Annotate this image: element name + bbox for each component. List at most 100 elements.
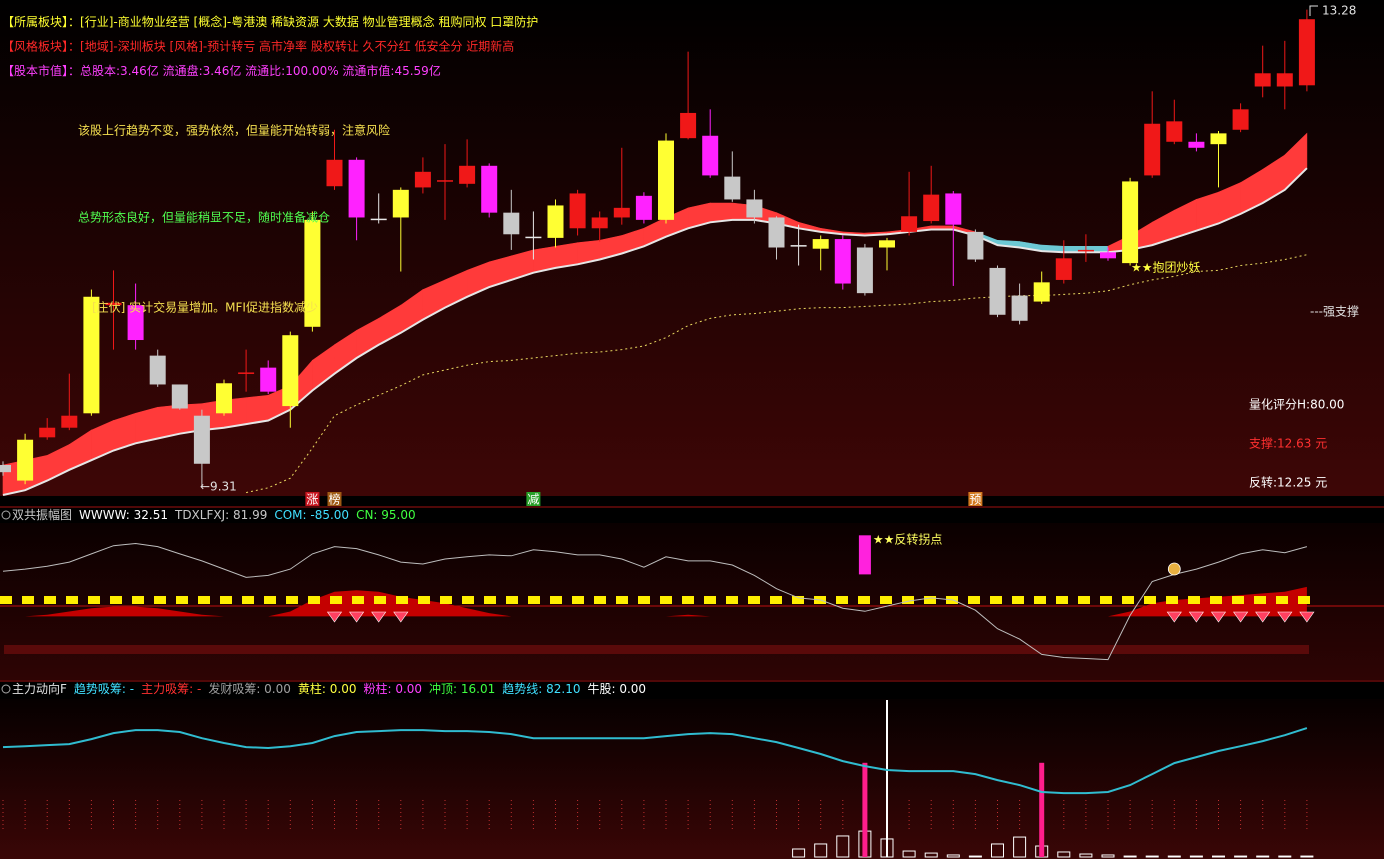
high-marker bbox=[1309, 5, 1318, 16]
base-strip bbox=[4, 645, 1309, 654]
candle-body bbox=[658, 140, 674, 220]
candle-body bbox=[1166, 121, 1183, 142]
pane-icon bbox=[1, 684, 11, 694]
volume-bar bbox=[1167, 855, 1181, 858]
candle-body bbox=[724, 176, 741, 200]
header-item: 趋势线: 82.10 bbox=[502, 682, 580, 696]
candle-body bbox=[613, 207, 630, 218]
signal-marker bbox=[968, 492, 983, 506]
volume-bar bbox=[924, 852, 938, 858]
volume-bar bbox=[1101, 854, 1115, 858]
header-item: 主力吸筹: - bbox=[141, 682, 201, 696]
candle-body bbox=[790, 245, 807, 247]
candle-body bbox=[768, 217, 785, 248]
candle-body bbox=[61, 415, 78, 428]
info-label: 【股本市值】： bbox=[2, 63, 80, 78]
volume-bar bbox=[792, 848, 806, 858]
candle-body bbox=[635, 195, 652, 220]
candle-body bbox=[525, 236, 542, 239]
pane-header: 主力动向F 趋势吸筹: - 主力吸筹: - 发财吸筹: 0.00 黄柱: 0.00 粉柱:… bbox=[12, 681, 646, 696]
candle-body bbox=[680, 112, 697, 139]
oscillator-area bbox=[3, 586, 1307, 617]
header-item: WWWW: 32.51 bbox=[79, 508, 168, 522]
candle-body bbox=[149, 355, 166, 385]
candle-body bbox=[83, 296, 100, 414]
pane-icon bbox=[1, 510, 11, 520]
info-label: 【所属板块】： bbox=[2, 15, 80, 29]
volume-bar bbox=[1234, 855, 1248, 858]
volume-bar bbox=[968, 855, 982, 858]
candle-body bbox=[238, 372, 255, 374]
candle-body bbox=[967, 231, 984, 260]
info-label: 【风格板块】： bbox=[2, 38, 80, 53]
annotation: 支撑:12.63 元 bbox=[1249, 436, 1327, 451]
header-item: 牛股: 0.00 bbox=[587, 681, 646, 696]
signal-marker bbox=[526, 492, 541, 506]
candle-body bbox=[39, 427, 56, 438]
candle-body bbox=[945, 193, 962, 225]
diamond-marker bbox=[1166, 611, 1182, 623]
signal-marker bbox=[327, 492, 342, 506]
money-bag bbox=[1167, 562, 1181, 576]
info-line: 【所属板块】：[行业]-商业物业经营 [概念]-粤港澳 稀缺资源 大数据 物业管… bbox=[2, 14, 538, 29]
candle-body bbox=[591, 217, 608, 229]
candle-body bbox=[392, 189, 409, 218]
signal-marker-label: 预 bbox=[969, 493, 981, 507]
moving-average bbox=[245, 254, 1308, 494]
info-line: 【风格板块】：[地域]-深圳板块 [风格]-预计转亏 高市净率 股权转让 久不分… bbox=[2, 38, 514, 53]
candle-body bbox=[1188, 141, 1205, 148]
volume-bar bbox=[991, 843, 1004, 858]
band-segment bbox=[135, 406, 158, 444]
info-text: [地域]-深圳板块 [风格]-预计转亏 高市净率 股权转让 久不分红 低安全分 … bbox=[80, 38, 514, 53]
candle-body bbox=[282, 335, 299, 407]
header-item: 双共振幅图 bbox=[12, 507, 72, 522]
header-item: 趋势吸筹: - bbox=[74, 682, 134, 696]
candle-body bbox=[17, 439, 34, 481]
candle-body bbox=[1232, 109, 1249, 130]
series-line bbox=[2, 542, 1308, 661]
spike-bar bbox=[1039, 762, 1045, 857]
diamond-marker bbox=[1299, 611, 1315, 623]
candle-body bbox=[812, 239, 829, 249]
volume-bar bbox=[946, 854, 960, 858]
info-line: 【股本市值】：总股本:3.46亿 流通盘:3.46亿 流通比:100.00% 流… bbox=[2, 63, 441, 78]
volume-bar bbox=[1145, 855, 1159, 858]
series-line bbox=[2, 727, 1308, 795]
annotation: ---强支撑 bbox=[1310, 304, 1359, 319]
header-item: 黄柱: 0.00 bbox=[298, 681, 357, 696]
candle-body bbox=[1100, 252, 1116, 259]
header-item: CN: 95.00 bbox=[356, 508, 416, 522]
diamond-marker bbox=[326, 611, 343, 623]
header-item: COM: -85.00 bbox=[274, 508, 349, 522]
candle-body bbox=[1011, 295, 1028, 321]
diamond-marker bbox=[1233, 611, 1249, 623]
volume-bar bbox=[1057, 851, 1071, 858]
annotation: 该股上行趋势不变，强势依然，但量能开始转弱，注意风险 bbox=[78, 123, 390, 138]
candle-body bbox=[1055, 258, 1072, 280]
annotation: 反转:12.25 元 bbox=[1249, 475, 1327, 490]
candle-body bbox=[879, 240, 895, 248]
candle-body bbox=[348, 159, 365, 218]
candle-body bbox=[1276, 73, 1293, 87]
candle-body bbox=[1077, 249, 1094, 252]
candle-body bbox=[0, 464, 11, 473]
header-item: 粉柱: 0.00 bbox=[363, 681, 422, 696]
candle-body bbox=[260, 367, 277, 392]
candle-body bbox=[856, 247, 873, 294]
candle-body bbox=[1254, 73, 1271, 87]
volume-bar bbox=[1123, 855, 1137, 858]
candle-body bbox=[1033, 282, 1050, 302]
volume-bar bbox=[836, 835, 850, 858]
candle-body bbox=[547, 205, 564, 238]
candle-body bbox=[1122, 181, 1139, 264]
candle-body bbox=[503, 212, 520, 235]
volume-bar bbox=[1189, 855, 1203, 858]
candle-body bbox=[370, 218, 387, 221]
header-item: 发财吸筹: 0.00 bbox=[208, 681, 291, 696]
candle-body bbox=[216, 383, 232, 414]
candle-body bbox=[193, 415, 210, 464]
signal-marker-label: 减 bbox=[527, 493, 539, 507]
candle-body bbox=[437, 180, 453, 182]
header-item: TDXLFXJ: 81.99 bbox=[174, 508, 267, 522]
